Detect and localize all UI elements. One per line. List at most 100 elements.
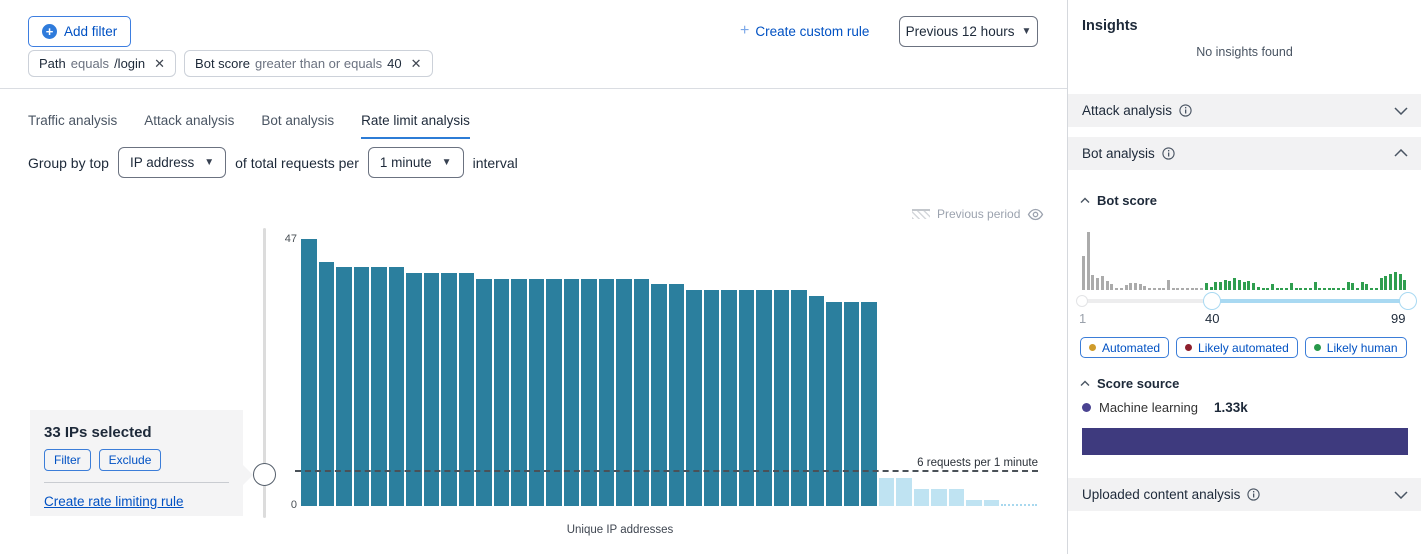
tab-rate-limit-analysis[interactable]: Rate limit analysis	[361, 113, 470, 139]
range-handle-low[interactable]	[1203, 292, 1221, 310]
active-filters-row: Path equals /login ✕ Bot score greater t…	[28, 50, 433, 77]
chart-bar[interactable]	[353, 267, 369, 506]
chart-bar[interactable]	[843, 301, 859, 506]
remove-filter-icon[interactable]: ✕	[154, 55, 166, 71]
histogram-bar	[1190, 288, 1194, 290]
histogram-bar	[1176, 288, 1180, 290]
threshold-slider-track[interactable]	[263, 228, 266, 518]
hatched-swatch-icon	[912, 209, 930, 219]
chart-bar[interactable]	[406, 273, 422, 506]
section-attack-analysis[interactable]: Attack analysis	[1068, 94, 1421, 127]
chart-bar[interactable]	[318, 261, 334, 506]
time-range-label: Previous 12 hours	[905, 24, 1015, 39]
tab-bot-analysis[interactable]: Bot analysis	[261, 113, 335, 128]
score-source-label: Machine learning	[1099, 400, 1199, 415]
score-source-bar[interactable]	[1082, 428, 1408, 455]
chart-bar[interactable]	[878, 477, 894, 506]
range-handle-min[interactable]	[1076, 295, 1088, 307]
y-axis-min-label: 0	[290, 499, 297, 511]
chart-bar[interactable]	[686, 290, 702, 506]
create-rate-limiting-rule-link[interactable]: Create rate limiting rule	[44, 494, 184, 509]
chart-bar[interactable]	[371, 267, 387, 506]
chart-bar[interactable]	[493, 278, 509, 506]
interval-select[interactable]: 1 minute ▼	[367, 147, 464, 178]
range-label-min: 1	[1079, 311, 1087, 326]
bot-score-collapse-header[interactable]: Bot score	[1080, 193, 1157, 208]
tab-attack-analysis[interactable]: Attack analysis	[144, 113, 235, 128]
histogram-bar	[1228, 281, 1232, 290]
histogram-bar	[1289, 283, 1293, 290]
filter-chip-path[interactable]: Path equals /login ✕	[28, 50, 177, 77]
histogram-bar	[1322, 288, 1326, 290]
chart-bar[interactable]	[598, 278, 614, 506]
bot-score-title: Bot score	[1097, 193, 1157, 208]
chart-bar[interactable]	[423, 273, 439, 506]
info-icon[interactable]	[1179, 104, 1192, 117]
histogram-bar	[1360, 282, 1364, 290]
range-handle-high[interactable]	[1399, 292, 1417, 310]
chart-bar[interactable]	[633, 278, 649, 506]
chart-bar[interactable]	[441, 273, 457, 506]
chart-bar[interactable]	[546, 278, 562, 506]
chart-bar[interactable]	[861, 301, 877, 506]
score-source-collapse-header[interactable]: Score source	[1080, 376, 1179, 391]
score-source-value: 1.33k	[1214, 400, 1248, 415]
histogram-bar	[1157, 288, 1161, 290]
chart-bar[interactable]	[808, 295, 824, 506]
chart-bar[interactable]	[616, 278, 632, 506]
chart-bar[interactable]	[388, 267, 404, 506]
chart-bar[interactable]	[948, 488, 964, 506]
section-uploaded-content-analysis[interactable]: Uploaded content analysis	[1068, 478, 1421, 511]
chart-bar[interactable]	[931, 488, 947, 506]
histogram-bar	[1280, 288, 1284, 290]
section-bot-analysis[interactable]: Bot analysis	[1068, 137, 1421, 170]
chart-bar[interactable]	[913, 488, 929, 506]
chart-bar[interactable]	[721, 290, 737, 506]
chart-bar[interactable]	[581, 278, 597, 506]
group-by-suffix-text: interval	[472, 154, 518, 171]
chip-label: Likely automated	[1198, 340, 1289, 355]
tab-traffic-analysis[interactable]: Traffic analysis	[28, 113, 118, 128]
chart-bar[interactable]	[563, 278, 579, 506]
chip-likely-human[interactable]: Likely human	[1304, 337, 1407, 358]
chart-bar[interactable]	[703, 290, 719, 506]
chart-bar[interactable]	[791, 290, 807, 506]
visibility-eye-icon[interactable]	[1027, 208, 1044, 221]
selection-count-title: 33 IPs selected	[44, 424, 152, 441]
group-by-prefix-text: Group by top	[28, 154, 109, 171]
chart-bar[interactable]	[896, 477, 912, 506]
chart-bar[interactable]	[983, 500, 999, 506]
chart-bar[interactable]	[773, 290, 789, 506]
chart-bar[interactable]	[966, 500, 982, 506]
chart-bar[interactable]	[668, 284, 684, 506]
chart-bar[interactable]	[476, 278, 492, 506]
chart-bar[interactable]	[511, 278, 527, 506]
dimension-select[interactable]: IP address ▼	[117, 147, 227, 178]
chart-bar[interactable]	[528, 278, 544, 506]
chart-bar[interactable]	[336, 267, 352, 506]
header-divider	[0, 88, 1067, 89]
info-icon[interactable]	[1162, 147, 1175, 160]
filter-chip-bot-score[interactable]: Bot score greater than or equals 40 ✕	[184, 50, 433, 77]
chart-bar[interactable]	[458, 273, 474, 506]
info-icon[interactable]	[1247, 488, 1261, 501]
chart-bar[interactable]	[738, 290, 754, 506]
remove-filter-icon[interactable]: ✕	[410, 55, 422, 71]
chip-automated[interactable]: Automated	[1080, 337, 1170, 358]
chart-bar[interactable]	[301, 239, 317, 506]
histogram-bar	[1185, 288, 1189, 290]
main-chart-bars[interactable]	[301, 239, 1046, 506]
filter-operator: equals	[70, 56, 110, 71]
chart-bar[interactable]	[651, 284, 667, 506]
chip-likely-automated[interactable]: Likely automated	[1176, 337, 1298, 358]
histogram-bar	[1275, 288, 1279, 290]
create-custom-rule-link[interactable]: + Create custom rule	[740, 23, 869, 39]
exclude-selection-button[interactable]: Exclude	[98, 449, 162, 471]
add-filter-button[interactable]: + Add filter	[28, 16, 132, 47]
threshold-slider-handle[interactable]	[253, 463, 276, 486]
chevron-down-icon	[1394, 106, 1408, 115]
chart-bar[interactable]	[756, 290, 772, 506]
filter-selection-button[interactable]: Filter	[44, 449, 91, 471]
time-range-dropdown[interactable]: Previous 12 hours ▼	[899, 16, 1038, 47]
chart-bar[interactable]	[826, 301, 842, 506]
